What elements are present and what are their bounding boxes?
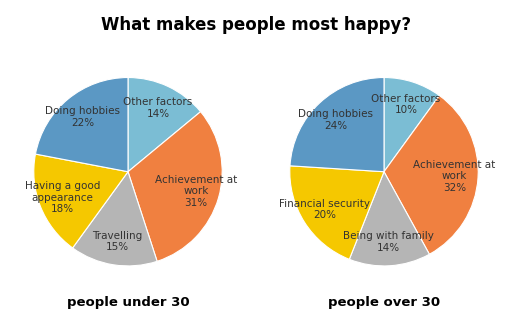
Wedge shape bbox=[384, 95, 478, 254]
Wedge shape bbox=[349, 172, 430, 266]
Wedge shape bbox=[128, 112, 222, 261]
Text: Achievement at
work
32%: Achievement at work 32% bbox=[413, 160, 496, 193]
Text: Other factors
14%: Other factors 14% bbox=[123, 97, 193, 119]
Wedge shape bbox=[290, 166, 384, 259]
Wedge shape bbox=[128, 78, 201, 172]
Wedge shape bbox=[34, 154, 128, 248]
Text: What makes people most happy?: What makes people most happy? bbox=[101, 16, 411, 34]
Title: people over 30: people over 30 bbox=[328, 295, 440, 308]
Wedge shape bbox=[384, 78, 439, 172]
Text: Other factors
10%: Other factors 10% bbox=[371, 94, 440, 115]
Wedge shape bbox=[73, 172, 157, 266]
Wedge shape bbox=[35, 78, 128, 172]
Text: Having a good
appearance
18%: Having a good appearance 18% bbox=[25, 181, 100, 214]
Text: Doing hobbies
22%: Doing hobbies 22% bbox=[46, 107, 120, 128]
Text: Travelling
15%: Travelling 15% bbox=[92, 231, 142, 252]
Wedge shape bbox=[290, 78, 384, 172]
Text: Being with family
14%: Being with family 14% bbox=[343, 232, 434, 253]
Text: Financial security
20%: Financial security 20% bbox=[279, 199, 370, 220]
Text: Achievement at
work
31%: Achievement at work 31% bbox=[155, 175, 237, 208]
Text: Doing hobbies
24%: Doing hobbies 24% bbox=[298, 109, 373, 131]
Title: people under 30: people under 30 bbox=[67, 295, 189, 308]
